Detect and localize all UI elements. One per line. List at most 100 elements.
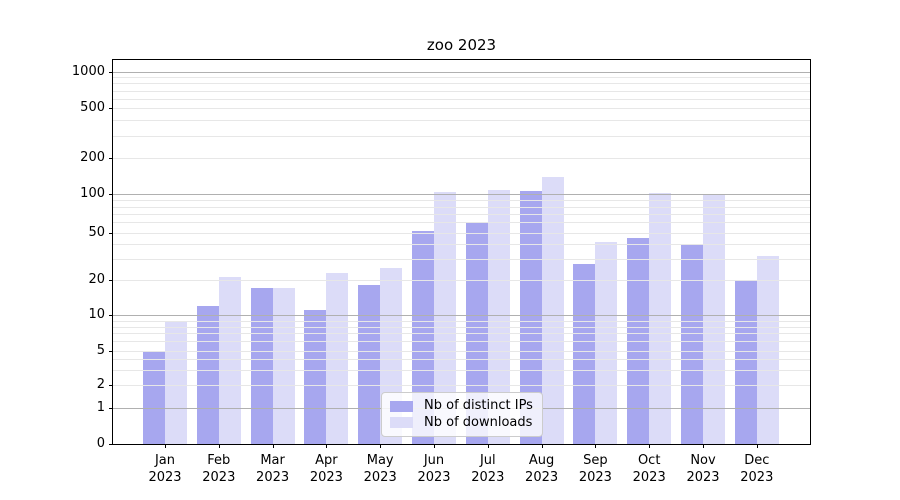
gridline-minor [113, 77, 810, 79]
legend-row: Nb of downloads [390, 415, 534, 431]
bar-distinct-ips [573, 264, 596, 444]
bar-distinct-ips [196, 306, 219, 444]
y-tick-mark [109, 315, 113, 317]
legend-row: Nb of distinct IPs [390, 398, 534, 414]
gridline-minor [113, 358, 810, 360]
x-tick-label: Sep 2023 [578, 453, 612, 485]
x-tick-mark [434, 444, 435, 448]
x-tick-mark [703, 444, 704, 448]
gridline-minor [113, 98, 810, 100]
gridline-minor [113, 206, 810, 208]
bar-downloads [434, 191, 456, 444]
gridline-minor [113, 83, 810, 85]
bar-downloads [595, 241, 618, 444]
y-tick-label: 20 [88, 272, 105, 287]
gridline-minor [113, 326, 810, 328]
gridline-minor [113, 108, 810, 110]
y-tick-mark [109, 232, 113, 234]
y-tick-label: 1 [96, 400, 105, 416]
legend: Nb of distinct IPs Nb of downloads [381, 392, 543, 437]
y-tick-mark [109, 158, 113, 160]
x-tick-mark [595, 444, 597, 448]
gridline-minor [113, 350, 810, 352]
plot-area [113, 60, 810, 444]
legend-swatch [390, 417, 413, 429]
bar-downloads [756, 255, 779, 444]
bar-distinct-ips [627, 237, 650, 444]
gridline-major [113, 194, 810, 196]
y-tick-label: 100 [80, 186, 105, 202]
bar-downloads [218, 277, 241, 444]
gridline-minor [113, 136, 810, 138]
y-tick-label: 5 [96, 342, 105, 358]
x-tick-label: Jun 2023 [417, 453, 451, 485]
x-tick-label: Mar 2023 [256, 453, 290, 485]
gridline-major [113, 315, 810, 317]
x-tick-mark [326, 444, 328, 448]
chart-title: zoo 2023 [426, 36, 497, 54]
gridline-minor [113, 222, 810, 224]
gridline-major [113, 71, 810, 73]
gridline-minor [113, 369, 810, 371]
gridline-minor [113, 333, 810, 335]
gridline-minor [113, 280, 810, 281]
gridline-minor [113, 200, 810, 202]
bar-distinct-ips [304, 310, 327, 444]
legend-swatch [390, 400, 413, 412]
bar-downloads [649, 192, 672, 444]
x-tick-mark [380, 444, 382, 448]
x-tick-mark [272, 444, 274, 448]
y-tick-label: 1000 [71, 63, 105, 79]
bar-distinct-ips [519, 190, 542, 444]
y-tick-mark [109, 280, 113, 281]
x-tick-label: Dec 2023 [740, 453, 774, 485]
bar-distinct-ips [143, 350, 165, 444]
x-tick-label: Jul 2023 [471, 453, 505, 485]
bar-downloads [165, 320, 187, 444]
bar-distinct-ips [681, 244, 703, 444]
bar-distinct-ips [734, 280, 757, 444]
y-tick-label: 2 [96, 377, 105, 392]
x-tick-mark [487, 444, 489, 448]
x-tick-label: May 2023 [363, 453, 397, 485]
legend-label: Nb of distinct IPs [424, 398, 533, 414]
x-tick-mark [649, 444, 651, 448]
bar-distinct-ips [250, 288, 273, 444]
y-tick-mark [109, 194, 113, 196]
bar-distinct-ips [412, 231, 434, 444]
gridline-minor [113, 341, 810, 343]
x-tick-mark [218, 444, 220, 448]
x-tick-label: Nov 2023 [686, 453, 720, 485]
y-tick-label: 200 [80, 150, 105, 166]
x-tick-label: Jan 2023 [148, 453, 182, 485]
y-tick-mark [109, 444, 113, 445]
x-tick-mark [756, 444, 758, 448]
bar-downloads [541, 176, 564, 444]
y-tick-label: 10 [88, 307, 105, 323]
gridline-minor [113, 120, 810, 122]
gridline-minor [113, 244, 810, 246]
y-tick-mark [109, 385, 113, 386]
y-tick-mark [109, 108, 113, 110]
bar-downloads [487, 190, 510, 444]
y-tick-mark [109, 71, 113, 73]
y-tick-mark [109, 350, 113, 352]
y-tick-label: 50 [88, 224, 105, 240]
x-tick-label: Apr 2023 [309, 453, 343, 485]
y-tick-label: 0 [96, 436, 105, 451]
bar-downloads [272, 288, 295, 444]
x-tick-label: Feb 2023 [202, 453, 236, 485]
x-tick-label: Oct 2023 [632, 453, 666, 485]
gridline-minor [113, 213, 810, 215]
gridline-minor [113, 320, 810, 322]
y-tick-mark [109, 408, 113, 410]
bar-downloads [703, 194, 725, 444]
gridline-minor [113, 385, 810, 386]
gridline-minor [113, 90, 810, 92]
legend-label: Nb of downloads [424, 414, 533, 430]
gridline-minor [113, 258, 810, 260]
x-tick-mark [541, 444, 543, 448]
bar-distinct-ips [358, 285, 381, 444]
gridline-minor [113, 158, 810, 160]
